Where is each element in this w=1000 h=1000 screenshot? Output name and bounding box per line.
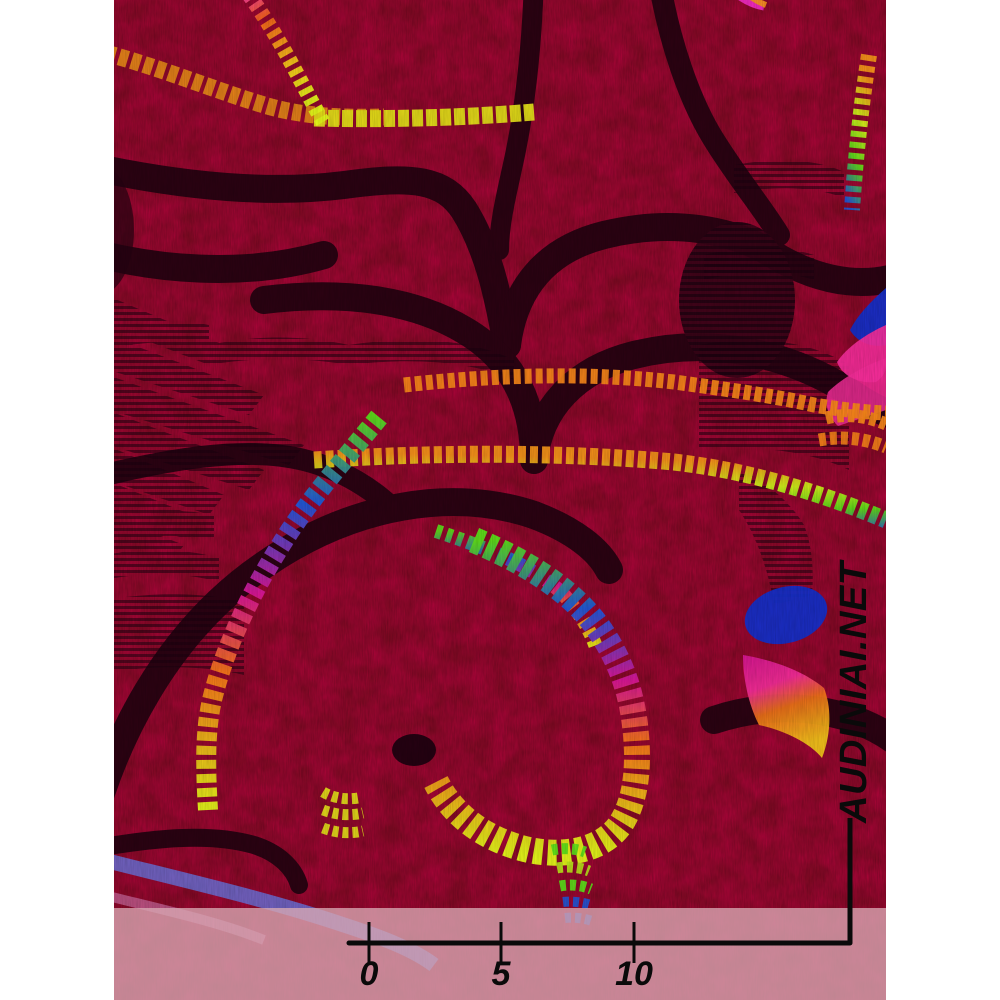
svg-text:AUDINIAI.NET: AUDINIAI.NET xyxy=(833,559,875,824)
svg-text:0: 0 xyxy=(360,955,379,993)
svg-text:5: 5 xyxy=(492,955,512,993)
svg-text:10: 10 xyxy=(615,955,653,993)
